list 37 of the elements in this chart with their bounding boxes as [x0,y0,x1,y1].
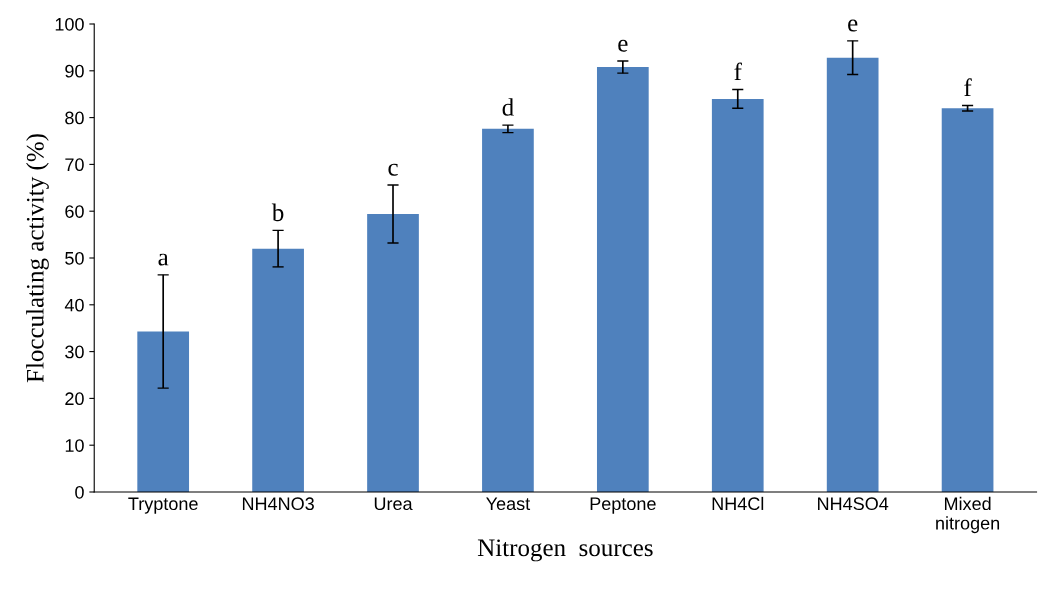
annotation: a [158,253,169,266]
annotation: e [618,39,628,52]
bar [137,331,190,492]
y-tick-label: 0 [75,485,84,499]
y-tick-label: 10 [65,439,84,452]
y-tick-label: 40 [64,298,84,312]
annotation: f [964,78,972,96]
y-tick-label: 20 [65,392,84,406]
x-tick-label: NH4Cl [712,496,764,511]
y-tick-label: 30 [65,345,84,359]
x-tick-label: Yeast [486,497,531,511]
y-tick-label: 60 [65,205,84,218]
bar [482,128,534,492]
x-tick-label: NH4NO3 [242,497,314,511]
x-tick-label: Tryptone [128,497,198,514]
annotation: e [848,19,858,32]
y-tick-label: 90 [65,64,84,78]
bar [596,67,649,492]
x-tick-label: NH4SO4 [818,497,889,511]
bar [711,98,764,492]
bar [252,248,304,492]
annotation: d [502,98,514,116]
annotation: b [271,203,284,222]
y-tick-label: 50 [65,251,84,265]
x-tick-label: Mixed nitrogen [936,496,1000,534]
x-tick-label: Peptone [590,497,656,514]
bar [826,57,879,492]
y-tick-label: 80 [65,111,84,125]
bar [367,214,419,492]
annotation: f [734,62,742,81]
y-tick-label: 70 [65,158,84,172]
bar [941,108,994,492]
annotation: c [388,163,398,176]
x-tick-label: Urea [374,497,413,511]
x-axis-title: Nitrogen sources [477,539,653,562]
y-tick-label: 100 [55,17,84,31]
y-axis-title: Flocculating activity (%) [26,134,49,383]
